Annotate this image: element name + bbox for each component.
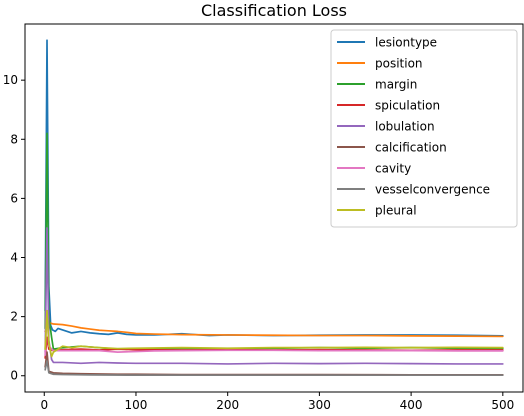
y-tick-label: 8 [10, 132, 18, 146]
y-tick-label: 10 [3, 73, 18, 87]
x-tick-label: 500 [491, 398, 514, 412]
legend: lesiontype position margin spiculation lobul… [330, 29, 518, 228]
y-tick-label: 6 [10, 191, 18, 205]
legend-label-position: position [375, 57, 423, 71]
series-line-pleural [44, 309, 504, 358]
plot-frame [24, 23, 524, 393]
y-tick-label: 2 [10, 310, 18, 324]
legend-label-pleural: pleural [375, 204, 417, 218]
axes: 0 100 200 300 400 500 0 2 4 6 8 10 [3, 23, 524, 412]
chart-title: Classification Loss [201, 1, 347, 20]
legend-label-spiculation: spiculation [375, 99, 440, 113]
x-tick-label: 0 [40, 398, 48, 412]
x-tick-label: 400 [400, 398, 423, 412]
x-tick-label: 300 [308, 398, 331, 412]
legend-label-margin: margin [375, 78, 417, 92]
x-tick-label: 200 [216, 398, 239, 412]
legend-label-vesselconvergence: vesselconvergence [375, 183, 490, 197]
y-tick-label: 4 [10, 251, 18, 265]
y-tick-label: 0 [10, 369, 18, 383]
x-tick-label: 100 [125, 398, 148, 412]
legend-label-cavity: cavity [375, 162, 411, 176]
series-line-position [44, 321, 504, 338]
legend-frame [330, 29, 518, 228]
legend-label-lesiontype: lesiontype [375, 36, 437, 50]
series-line-cavity [44, 309, 504, 356]
plot-area [44, 39, 504, 376]
series-line-lobulation [44, 227, 504, 365]
legend-label-calcification: calcification [375, 141, 447, 155]
legend-label-lobulation: lobulation [375, 120, 435, 134]
series-line-vesselconvergence [44, 360, 504, 376]
